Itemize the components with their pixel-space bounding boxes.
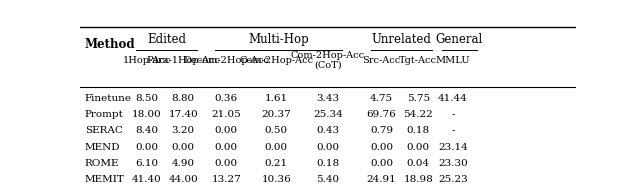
Text: SERAC: SERAC [85,127,123,136]
Text: Src-Acc: Src-Acc [362,56,401,65]
Text: 23.30: 23.30 [438,159,468,168]
Text: 0.00: 0.00 [215,143,238,152]
Text: MEND: MEND [85,143,120,152]
Text: 18.00: 18.00 [132,110,162,119]
Text: 0.00: 0.00 [136,143,159,152]
Text: 0.00: 0.00 [172,143,195,152]
Text: 69.76: 69.76 [367,110,396,119]
Text: 1.61: 1.61 [265,94,288,103]
Text: 21.05: 21.05 [211,110,241,119]
Text: 25.23: 25.23 [438,175,468,184]
Text: 0.00: 0.00 [215,127,238,136]
Text: Method: Method [85,39,136,52]
Text: 3.43: 3.43 [316,94,340,103]
Text: 17.40: 17.40 [168,110,198,119]
Text: Finetune: Finetune [85,94,132,103]
Text: Edited: Edited [147,33,186,46]
Text: Para-1Hop-Acc: Para-1Hop-Acc [146,56,220,65]
Text: 0.00: 0.00 [316,143,340,152]
Text: 8.80: 8.80 [172,94,195,103]
Text: 13.27: 13.27 [211,175,241,184]
Text: 0.00: 0.00 [370,159,393,168]
Text: 0.18: 0.18 [406,127,430,136]
Text: 23.14: 23.14 [438,143,468,152]
Text: MMLU: MMLU [436,56,470,65]
Text: 0.00: 0.00 [406,143,430,152]
Text: Tgt-Acc: Tgt-Acc [399,56,437,65]
Text: MEMIT: MEMIT [85,175,125,184]
Text: 25.34: 25.34 [313,110,343,119]
Text: 18.98: 18.98 [403,175,433,184]
Text: Prompt: Prompt [85,110,124,119]
Text: 0.79: 0.79 [370,127,393,136]
Text: -: - [451,127,455,136]
Text: 4.90: 4.90 [172,159,195,168]
Text: 54.22: 54.22 [403,110,433,119]
Text: 8.50: 8.50 [136,94,159,103]
Text: ROME: ROME [85,159,120,168]
Text: 0.21: 0.21 [265,159,288,168]
Text: Unrelated: Unrelated [371,33,431,46]
Text: 24.91: 24.91 [367,175,396,184]
Text: General: General [436,33,483,46]
Text: 0.00: 0.00 [215,159,238,168]
Text: 0.43: 0.43 [316,127,340,136]
Text: 5.75: 5.75 [406,94,430,103]
Text: 0.00: 0.00 [265,143,288,152]
Text: 8.40: 8.40 [136,127,159,136]
Text: 44.00: 44.00 [168,175,198,184]
Text: 5.40: 5.40 [316,175,340,184]
Text: 20.37: 20.37 [262,110,291,119]
Text: 0.18: 0.18 [316,159,340,168]
Text: 41.44: 41.44 [438,94,468,103]
Text: 3.20: 3.20 [172,127,195,136]
Text: 0.50: 0.50 [265,127,288,136]
Text: Com-2Hop-Acc
(CoT): Com-2Hop-Acc (CoT) [291,51,365,70]
Text: 1Hop-Acc: 1Hop-Acc [123,56,171,65]
Text: 4.75: 4.75 [370,94,393,103]
Text: Multi-Hop: Multi-Hop [248,33,309,46]
Text: 0.04: 0.04 [406,159,430,168]
Text: 0.36: 0.36 [215,94,238,103]
Text: Com-2Hop-Acc: Com-2Hop-Acc [239,56,314,65]
Text: Decom-2Hop-Acc: Decom-2Hop-Acc [184,56,269,65]
Text: 41.40: 41.40 [132,175,162,184]
Text: 6.10: 6.10 [136,159,159,168]
Text: -: - [451,110,455,119]
Text: 0.00: 0.00 [370,143,393,152]
Text: 10.36: 10.36 [262,175,291,184]
